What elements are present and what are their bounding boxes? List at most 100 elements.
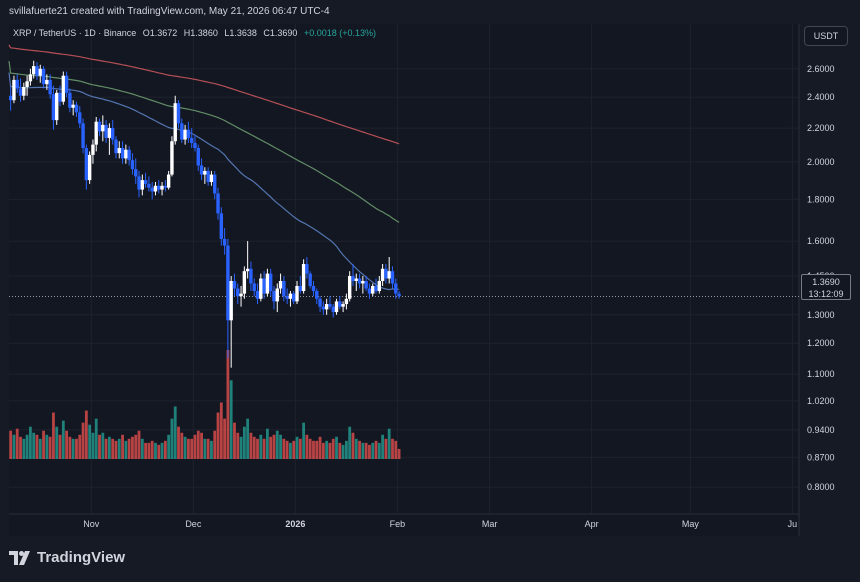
y-tick-label: 2.2000 xyxy=(807,123,835,133)
volume-bar xyxy=(242,426,246,459)
candle-body xyxy=(268,273,273,292)
candle-body xyxy=(295,285,299,302)
candle-body xyxy=(328,304,332,307)
volume-bar xyxy=(196,430,200,459)
candle-body xyxy=(180,123,184,140)
volume-bar xyxy=(61,420,65,459)
candle-body xyxy=(298,285,303,292)
candle-body xyxy=(84,148,89,181)
volume-bar xyxy=(279,434,282,459)
volume-bar xyxy=(226,350,230,459)
y-tick-label: 1.0200 xyxy=(807,396,835,406)
candle-body xyxy=(87,154,92,181)
candle-body xyxy=(18,88,23,96)
volume-bar xyxy=(75,438,78,459)
candle-body xyxy=(25,81,29,88)
candle-body xyxy=(331,306,335,313)
logo-text: TradingView xyxy=(37,549,126,566)
candle-body xyxy=(137,176,141,190)
volume-bar xyxy=(154,442,157,459)
x-tick-label: Apr xyxy=(585,519,599,529)
candle-body xyxy=(48,79,52,95)
volume-bar xyxy=(298,438,302,459)
y-tick-label: 1.1000 xyxy=(807,369,835,379)
volume-bar xyxy=(78,434,82,459)
volume-bar xyxy=(193,434,197,459)
currency-button[interactable]: USDT xyxy=(804,26,848,46)
volume-bar xyxy=(140,438,144,459)
volume-bar xyxy=(295,436,299,459)
candle-body xyxy=(315,291,319,299)
candle-body xyxy=(354,278,358,281)
x-tick-label: May xyxy=(682,519,700,529)
volume-bar xyxy=(65,430,69,459)
candle-body xyxy=(380,268,385,281)
volume-bar xyxy=(338,442,342,459)
tradingview-logo[interactable]: TradingView xyxy=(9,549,125,566)
low-value: L1.3638 xyxy=(224,28,257,38)
candle-body xyxy=(120,148,125,159)
volume-bar xyxy=(167,434,171,459)
symbol-title[interactable]: XRP / TetherUS · 1D · Binance xyxy=(13,28,137,38)
volume-bar xyxy=(312,440,315,459)
volume-bar xyxy=(180,432,184,459)
candle-body xyxy=(239,293,243,297)
y-tick-label: 2.4000 xyxy=(807,92,835,102)
candle-body xyxy=(265,273,270,294)
volume-bar xyxy=(315,440,319,459)
volume-bar xyxy=(173,406,177,459)
candle-body xyxy=(229,280,233,321)
candle-body xyxy=(170,141,174,175)
volume-bar xyxy=(239,436,243,459)
attribution-text: svillafuerte21 created with TradingView.… xyxy=(9,6,330,17)
volume-bar xyxy=(131,436,134,459)
candle-body xyxy=(245,268,250,272)
last-price-value: 1.3690 xyxy=(812,277,840,287)
moving-average-50 xyxy=(8,72,400,291)
candle-body xyxy=(321,306,326,310)
volume-bar xyxy=(308,438,312,459)
volume-bar xyxy=(335,436,338,459)
candle-body xyxy=(384,268,388,279)
candle-body xyxy=(371,285,375,294)
candle-body xyxy=(71,104,75,108)
volume-bar xyxy=(358,440,361,459)
candle-body xyxy=(390,271,395,284)
candle-body xyxy=(338,301,342,307)
volume-bar xyxy=(58,434,62,459)
candle-body xyxy=(107,128,112,138)
plot-area[interactable] xyxy=(9,24,799,536)
volume-bar xyxy=(318,436,322,459)
volume-bar xyxy=(302,422,306,459)
volume-bar xyxy=(183,436,187,459)
candle-body xyxy=(31,66,36,75)
volume-bar xyxy=(144,442,148,459)
x-tick-label: Nov xyxy=(83,519,100,529)
volume-bar xyxy=(170,418,174,459)
candle-body xyxy=(150,187,154,192)
y-tick-label: 2.6000 xyxy=(807,64,835,74)
candle-body xyxy=(127,149,131,161)
volume-bar xyxy=(38,438,42,459)
candle-body xyxy=(377,280,382,292)
candle-body xyxy=(301,264,306,292)
candle-body xyxy=(236,288,240,297)
candle-body xyxy=(213,174,217,194)
candle-body xyxy=(134,169,138,177)
candle-body xyxy=(199,165,204,175)
volume-bar xyxy=(341,444,345,459)
candle-body xyxy=(249,268,253,284)
volume-bar xyxy=(163,440,167,459)
volume-bar xyxy=(213,430,217,459)
volume-bar xyxy=(52,412,55,459)
candle-body xyxy=(347,276,352,299)
tradingview-logo-icon xyxy=(9,550,30,565)
y-tick-label: 0.9400 xyxy=(807,425,835,435)
candle-body xyxy=(45,79,49,85)
x-tick-label: Feb xyxy=(390,519,406,529)
volume-bar xyxy=(259,434,263,459)
high-value: H1.3860 xyxy=(183,28,218,38)
candle-body xyxy=(203,170,207,175)
candle-body xyxy=(28,74,33,82)
